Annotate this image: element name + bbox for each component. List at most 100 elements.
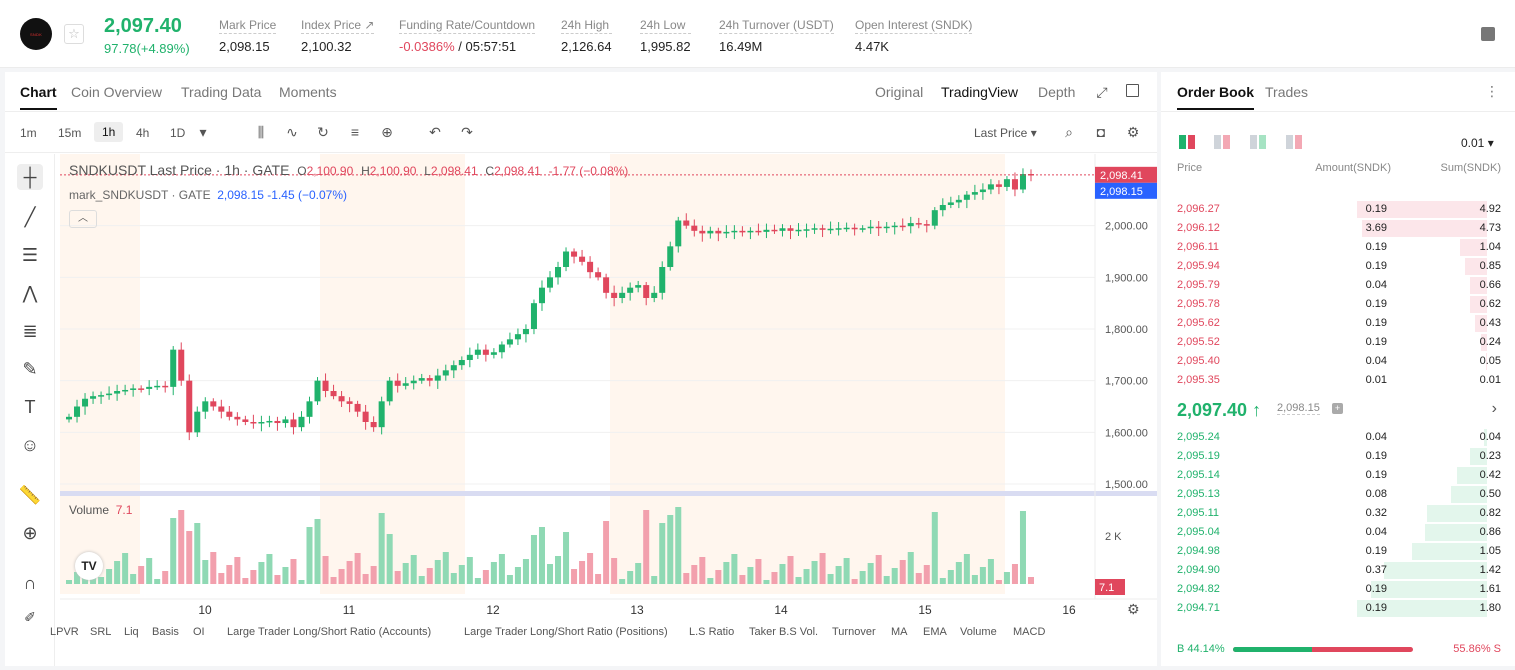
indicator-basis[interactable]: Basis	[152, 626, 179, 638]
ask-row[interactable]: 2,095.52 0.19 0.24	[1161, 333, 1501, 352]
ask-row[interactable]: 2,096.27 0.19 4.92	[1161, 200, 1501, 219]
window-icon[interactable]	[1126, 84, 1139, 97]
info-icon: +	[1332, 403, 1343, 414]
bid-row[interactable]: 2,095.13 0.08 0.50	[1161, 485, 1501, 504]
ask-row[interactable]: 2,095.62 0.19 0.43	[1161, 314, 1501, 333]
gear-icon[interactable]: ⚙	[1126, 124, 1140, 140]
interval-1m[interactable]: 1m	[20, 126, 37, 140]
candle-body	[242, 419, 249, 422]
interval-1h[interactable]: 1h	[94, 122, 124, 142]
collapse-legend-button[interactable]: ︿	[69, 210, 97, 228]
indicator-l-s-ratio[interactable]: L.S Ratio	[689, 626, 735, 638]
indicator-macd[interactable]: MACD	[1013, 626, 1046, 638]
ask-row[interactable]: 2,096.11 0.19 1.04	[1161, 238, 1501, 257]
bid-row[interactable]: 2,095.14 0.19 0.42	[1161, 466, 1501, 485]
bid-row[interactable]: 2,095.11 0.32 0.82	[1161, 504, 1501, 523]
indicator-ema[interactable]: EMA	[923, 626, 947, 638]
book-icon[interactable]	[1481, 27, 1495, 41]
ask-row[interactable]: 2,095.78 0.19 0.62	[1161, 295, 1501, 314]
tab-trading-data[interactable]: Trading Data	[181, 84, 262, 100]
tab-chart[interactable]: Chart	[20, 84, 57, 110]
indicator-taker-b-s-vol-[interactable]: Taker B.S Vol.	[749, 626, 819, 638]
chart-toolbar: 1m 15m 1h 4h 1D ▾ ⫼ ∿ ↻ ≡ ⊕ ↶ ↷ Last Pri…	[5, 113, 1157, 153]
camera-icon[interactable]: ◘	[1096, 124, 1106, 140]
legend-mark-symbol: mark_SNDKUSDT · GATE	[69, 188, 211, 202]
bid-row[interactable]: 2,094.98 0.19 1.05	[1161, 542, 1501, 561]
view-depth[interactable]: Depth	[1038, 84, 1076, 100]
indicator-oi[interactable]: OI	[193, 626, 205, 638]
zoom-in-icon[interactable]: ⊕	[22, 523, 38, 543]
bid-row[interactable]: 2,094.90 0.37 1.42	[1161, 561, 1501, 580]
bid-row[interactable]: 2,094.71 0.19 1.80	[1161, 599, 1501, 618]
orderbook-tabs: Order Book Trades ⋮	[1161, 72, 1515, 112]
ask-row[interactable]: 2,095.94 0.19 0.85	[1161, 257, 1501, 276]
fib-icon[interactable]: ≣	[22, 321, 38, 341]
indicator-large-trader-long-short-ratio-positions-[interactable]: Large Trader Long/Short Ratio (Positions…	[464, 626, 668, 638]
indicator-large-trader-long-short-ratio-accounts-[interactable]: Large Trader Long/Short Ratio (Accounts)	[227, 626, 432, 638]
favorite-star-icon[interactable]: ☆	[64, 24, 84, 44]
tab-moments[interactable]: Moments	[279, 84, 337, 100]
tab-coin-overview[interactable]: Coin Overview	[71, 84, 163, 100]
ask-row[interactable]: 2,095.40 0.04 0.05	[1161, 352, 1501, 371]
layout-asks-icon[interactable]	[1214, 135, 1230, 149]
redo-icon[interactable]: ↷	[461, 124, 473, 140]
candle-body	[811, 228, 818, 230]
pattern-icon[interactable]: ⋀	[22, 283, 38, 303]
volume-bar	[763, 580, 770, 584]
indicator-ma[interactable]: MA	[891, 626, 908, 638]
volume-bar	[819, 553, 826, 584]
stat-index-price[interactable]: Index Price ↗ 2,100.32	[301, 18, 375, 54]
chevron-down-icon[interactable]: ▾	[199, 124, 207, 140]
bid-row[interactable]: 2,095.24 0.04 0.04	[1161, 428, 1501, 447]
volume-bar	[907, 552, 914, 584]
indicator-srl[interactable]: SRL	[90, 626, 112, 638]
trendline-icon[interactable]: ╱	[24, 207, 36, 227]
ask-row[interactable]: 2,095.79 0.04 0.66	[1161, 276, 1501, 295]
lock-drawing-icon[interactable]: ✐	[24, 609, 36, 625]
interval-1d[interactable]: 1D	[170, 126, 186, 140]
chevron-right-icon[interactable]: ›	[1491, 400, 1497, 417]
ask-row[interactable]: 2,095.35 0.01 0.01	[1161, 371, 1501, 390]
emoji-icon[interactable]: ☺	[20, 435, 40, 455]
crosshair-icon[interactable]: ┼	[17, 164, 43, 190]
volume-tick-label: 2 K	[1105, 531, 1122, 543]
template-icon[interactable]: ≡	[350, 124, 360, 140]
layout-bids-icon[interactable]	[1250, 135, 1266, 149]
legend-h: 2,100.90	[369, 164, 417, 178]
candle-type-icon[interactable]: ⫼	[257, 124, 265, 140]
hlines-icon[interactable]: ☰	[21, 245, 39, 265]
indicator-icon[interactable]: ∿	[286, 124, 298, 140]
undo-icon[interactable]: ↶	[429, 124, 441, 140]
price-chart[interactable]: 2,000.00 1,900.00 1,800.00 1,700.00 1,600.00…	[60, 154, 1157, 618]
bid-row[interactable]: 2,095.19 0.19 0.23	[1161, 447, 1501, 466]
ask-row[interactable]: 2,096.12 3.69 4.73	[1161, 219, 1501, 238]
more-icon[interactable]: ⋮	[1485, 83, 1499, 99]
view-original[interactable]: Original	[875, 84, 924, 100]
bid-row[interactable]: 2,095.04 0.04 0.86	[1161, 523, 1501, 542]
layout-list-icon[interactable]	[1286, 135, 1302, 149]
mark-price-tag	[1095, 182, 1157, 199]
indicator-liq[interactable]: Liq	[124, 626, 139, 638]
precision-select[interactable]: 0.01 ▾	[1461, 136, 1494, 150]
indicator-lpvr[interactable]: LPVR	[50, 626, 79, 638]
indicator-volume[interactable]: Volume	[960, 626, 997, 638]
ruler-icon[interactable]: 📏	[18, 485, 42, 505]
add-icon[interactable]: ⊕	[381, 124, 393, 140]
bid-row[interactable]: 2,094.82 0.19 1.61	[1161, 580, 1501, 599]
tab-trades[interactable]: Trades	[1265, 84, 1309, 100]
expand-icon[interactable]: ⤢	[1096, 84, 1108, 100]
last-price-select[interactable]: Last Price ▾	[974, 126, 1037, 140]
tab-order-book[interactable]: Order Book	[1177, 84, 1255, 110]
brush-icon[interactable]: ✎	[22, 359, 38, 379]
interval-4h[interactable]: 4h	[136, 126, 150, 140]
candle-body	[747, 230, 754, 233]
search-icon[interactable]: ⌕	[1065, 124, 1073, 140]
magnet-icon[interactable]: ∩	[23, 573, 37, 593]
indicator-turnover[interactable]: Turnover	[832, 626, 876, 638]
candle-body	[611, 292, 618, 298]
view-tradingview[interactable]: TradingView	[941, 84, 1019, 100]
text-icon[interactable]: T	[24, 397, 36, 417]
layout-both-icon[interactable]	[1179, 135, 1195, 149]
replay-icon[interactable]: ↻	[317, 124, 329, 140]
interval-15m[interactable]: 15m	[58, 126, 82, 140]
